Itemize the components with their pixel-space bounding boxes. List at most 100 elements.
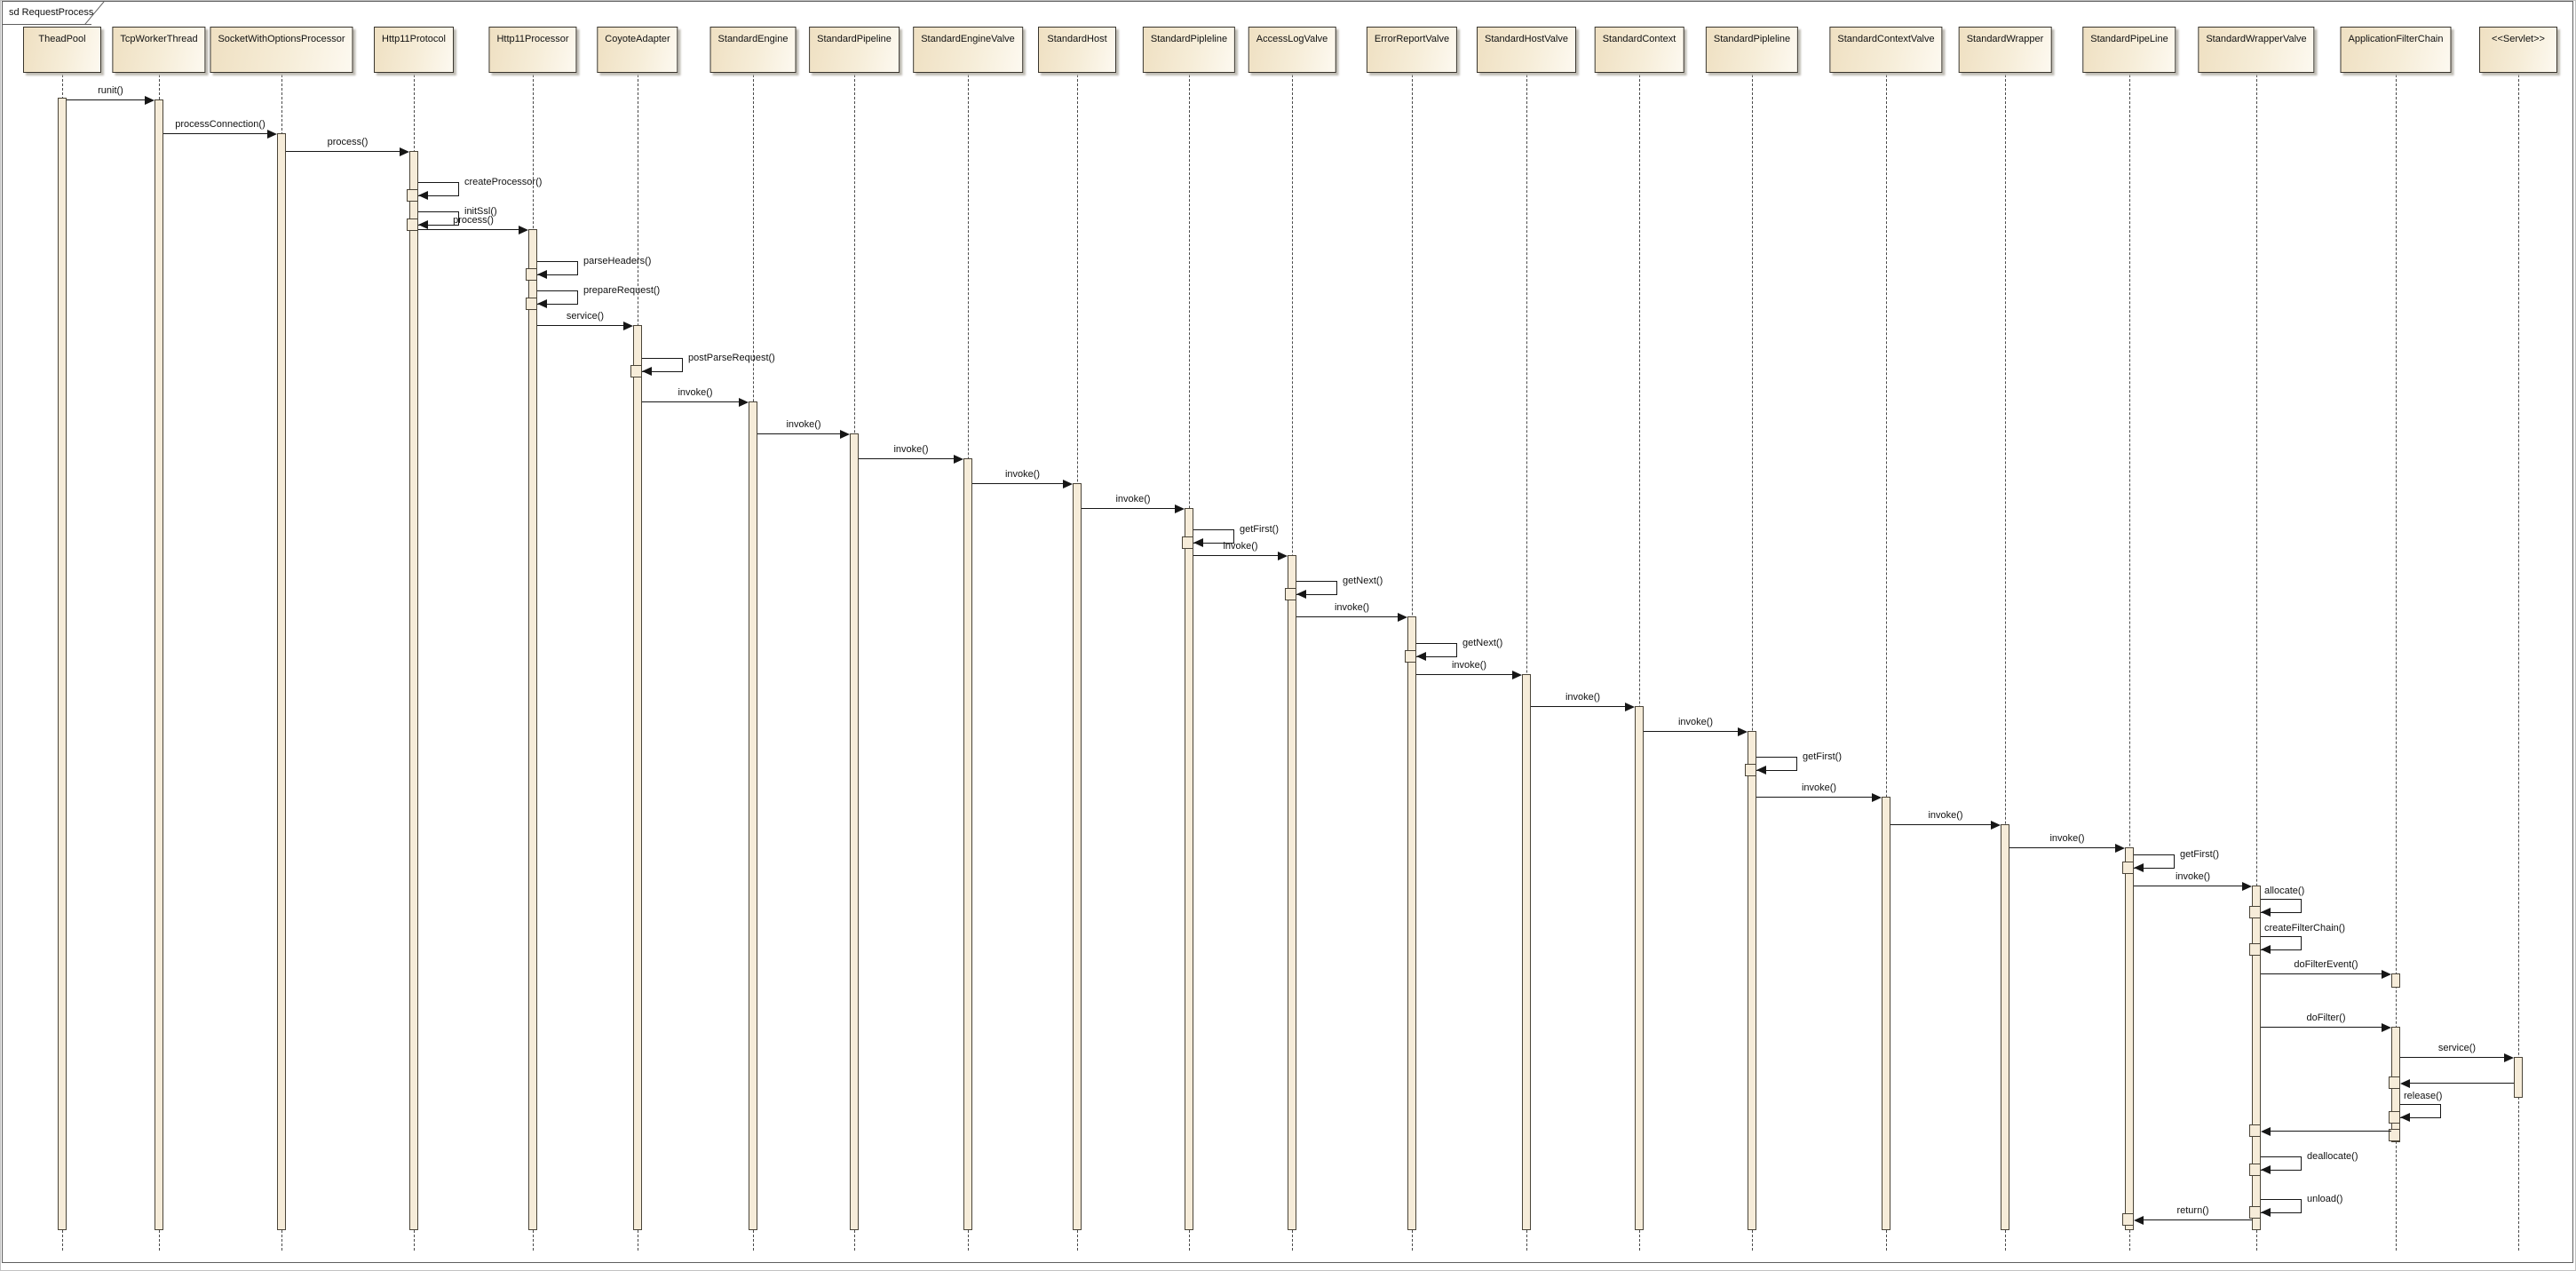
message-label: invoke() <box>1223 541 1258 552</box>
message-label: getNext() <box>1343 576 1383 586</box>
lifeline-box-standardhostvalve: StandardHostValve <box>1477 27 1576 73</box>
message-line <box>2400 1057 2505 1058</box>
message-arrowhead-icon <box>623 322 633 330</box>
message-label: return() <box>2176 1205 2209 1216</box>
activation-bar <box>2391 973 2400 988</box>
lifeline-box-standardpipleline: StandardPipleline <box>1142 27 1236 73</box>
activation-bar <box>1288 555 1296 1230</box>
self-message-loop <box>2134 854 2175 869</box>
message-arrowhead-icon <box>2382 970 2391 979</box>
message-line <box>1756 797 1873 798</box>
nested-activation <box>2249 1124 2261 1137</box>
message-label: createFilterChain() <box>2264 923 2346 933</box>
message-arrowhead-icon <box>519 226 528 234</box>
message-label: process() <box>453 215 494 226</box>
message-line <box>2270 1131 2391 1132</box>
self-message-loop <box>1193 529 1234 544</box>
message-arrowhead-icon <box>2261 1127 2271 1136</box>
lifeline-line <box>1752 75 1753 1251</box>
message-arrowhead-icon <box>267 130 277 139</box>
lifeline-box-standardenginevalve: StandardEngineValve <box>913 27 1023 73</box>
lifeline-box-standardpipleline: StandardPipleline <box>1705 27 1799 73</box>
message-line <box>537 325 624 326</box>
message-label: invoke() <box>1004 469 1041 480</box>
activation-bar <box>1748 731 1756 1230</box>
message-label: invoke() <box>2175 871 2211 882</box>
lifeline-box-standardwrapper: StandardWrapper <box>1958 27 2052 73</box>
message-arrowhead-icon <box>2400 1113 2410 1122</box>
message-label: invoke() <box>678 387 713 398</box>
nested-activation <box>2249 906 2261 918</box>
nested-activation <box>2122 862 2134 874</box>
message-arrowhead-icon <box>1175 504 1185 513</box>
message-label: invoke() <box>1115 494 1151 504</box>
message-label: prepareRequest() <box>583 285 661 296</box>
message-arrowhead-icon <box>2400 1079 2410 1088</box>
lifeline-line <box>2129 75 2130 1251</box>
message-arrowhead-icon <box>2261 908 2271 917</box>
lifeline-box-http11protocol: Http11Protocol <box>374 27 454 73</box>
nested-activation <box>1182 536 1193 549</box>
diagram-title-pentagon: sd RequestProcess <box>3 2 93 25</box>
message-label: getFirst() <box>1240 524 1279 535</box>
message-arrowhead-icon <box>739 398 749 407</box>
activation-bar <box>1073 483 1082 1230</box>
message-label: invoke() <box>1677 717 1714 727</box>
self-message-loop <box>2261 899 2302 913</box>
message-arrowhead-icon <box>2261 945 2271 954</box>
message-arrowhead-icon <box>642 367 652 376</box>
message-label: initSsl() <box>464 206 497 217</box>
self-message-loop <box>1416 643 1457 657</box>
message-line <box>1296 616 1399 617</box>
message-arrowhead-icon <box>840 430 850 439</box>
message-arrowhead-icon <box>1756 766 1766 775</box>
message-label: invoke() <box>1451 660 1487 671</box>
activation-bar <box>1882 797 1890 1230</box>
message-label: runit() <box>98 85 123 96</box>
self-message-loop <box>418 211 459 226</box>
self-message-loop <box>418 182 459 196</box>
message-arrowhead-icon <box>1296 590 1306 599</box>
message-label: process() <box>327 137 369 147</box>
message-label: deallocate() <box>2307 1151 2358 1162</box>
message-label: processConnection() <box>175 119 266 130</box>
message-line <box>67 99 146 100</box>
message-arrowhead-icon <box>145 96 155 105</box>
lifeline-box-standardcontextvalve: StandardContextValve <box>1829 27 1943 73</box>
self-message-loop <box>1296 581 1337 595</box>
message-label: invoke() <box>1334 602 1370 613</box>
self-message-loop <box>537 261 578 275</box>
message-label: invoke() <box>1565 692 1601 703</box>
nested-activation <box>630 365 642 377</box>
message-line <box>1416 674 1513 675</box>
message-arrowhead-icon <box>1512 671 1522 679</box>
message-arrowhead-icon <box>537 299 547 308</box>
activation-bar <box>277 133 286 1230</box>
lifeline-line <box>2256 75 2257 1251</box>
message-line <box>972 483 1064 484</box>
activation-bar <box>58 98 67 1230</box>
lifeline-box-socketwithoptionsprocessor: SocketWithOptionsProcessor <box>210 27 353 73</box>
nested-activation <box>407 189 418 202</box>
lifeline-box-http11processor: Http11Processor <box>488 27 577 73</box>
message-label: unload() <box>2307 1194 2343 1204</box>
lifeline-line <box>2396 75 2397 1251</box>
self-message-loop <box>642 358 683 372</box>
nested-activation <box>2249 943 2261 956</box>
message-arrowhead-icon <box>400 147 409 156</box>
self-message-loop <box>2261 1156 2302 1171</box>
self-message-loop <box>1756 757 1797 771</box>
message-arrowhead-icon <box>2261 1165 2271 1174</box>
lifeline-box-standardengine: StandardEngine <box>709 27 797 73</box>
activation-bar <box>963 458 972 1230</box>
message-label: postParseRequest() <box>688 353 775 363</box>
message-line <box>1193 555 1279 556</box>
activation-bar <box>2001 824 2009 1230</box>
activation-bar <box>633 325 642 1230</box>
message-line <box>2261 1027 2382 1028</box>
lifeline-box-errorreportvalve: ErrorReportValve <box>1366 27 1458 73</box>
nested-activation <box>1745 764 1756 776</box>
activation-bar <box>1407 616 1416 1230</box>
message-line <box>859 458 955 459</box>
